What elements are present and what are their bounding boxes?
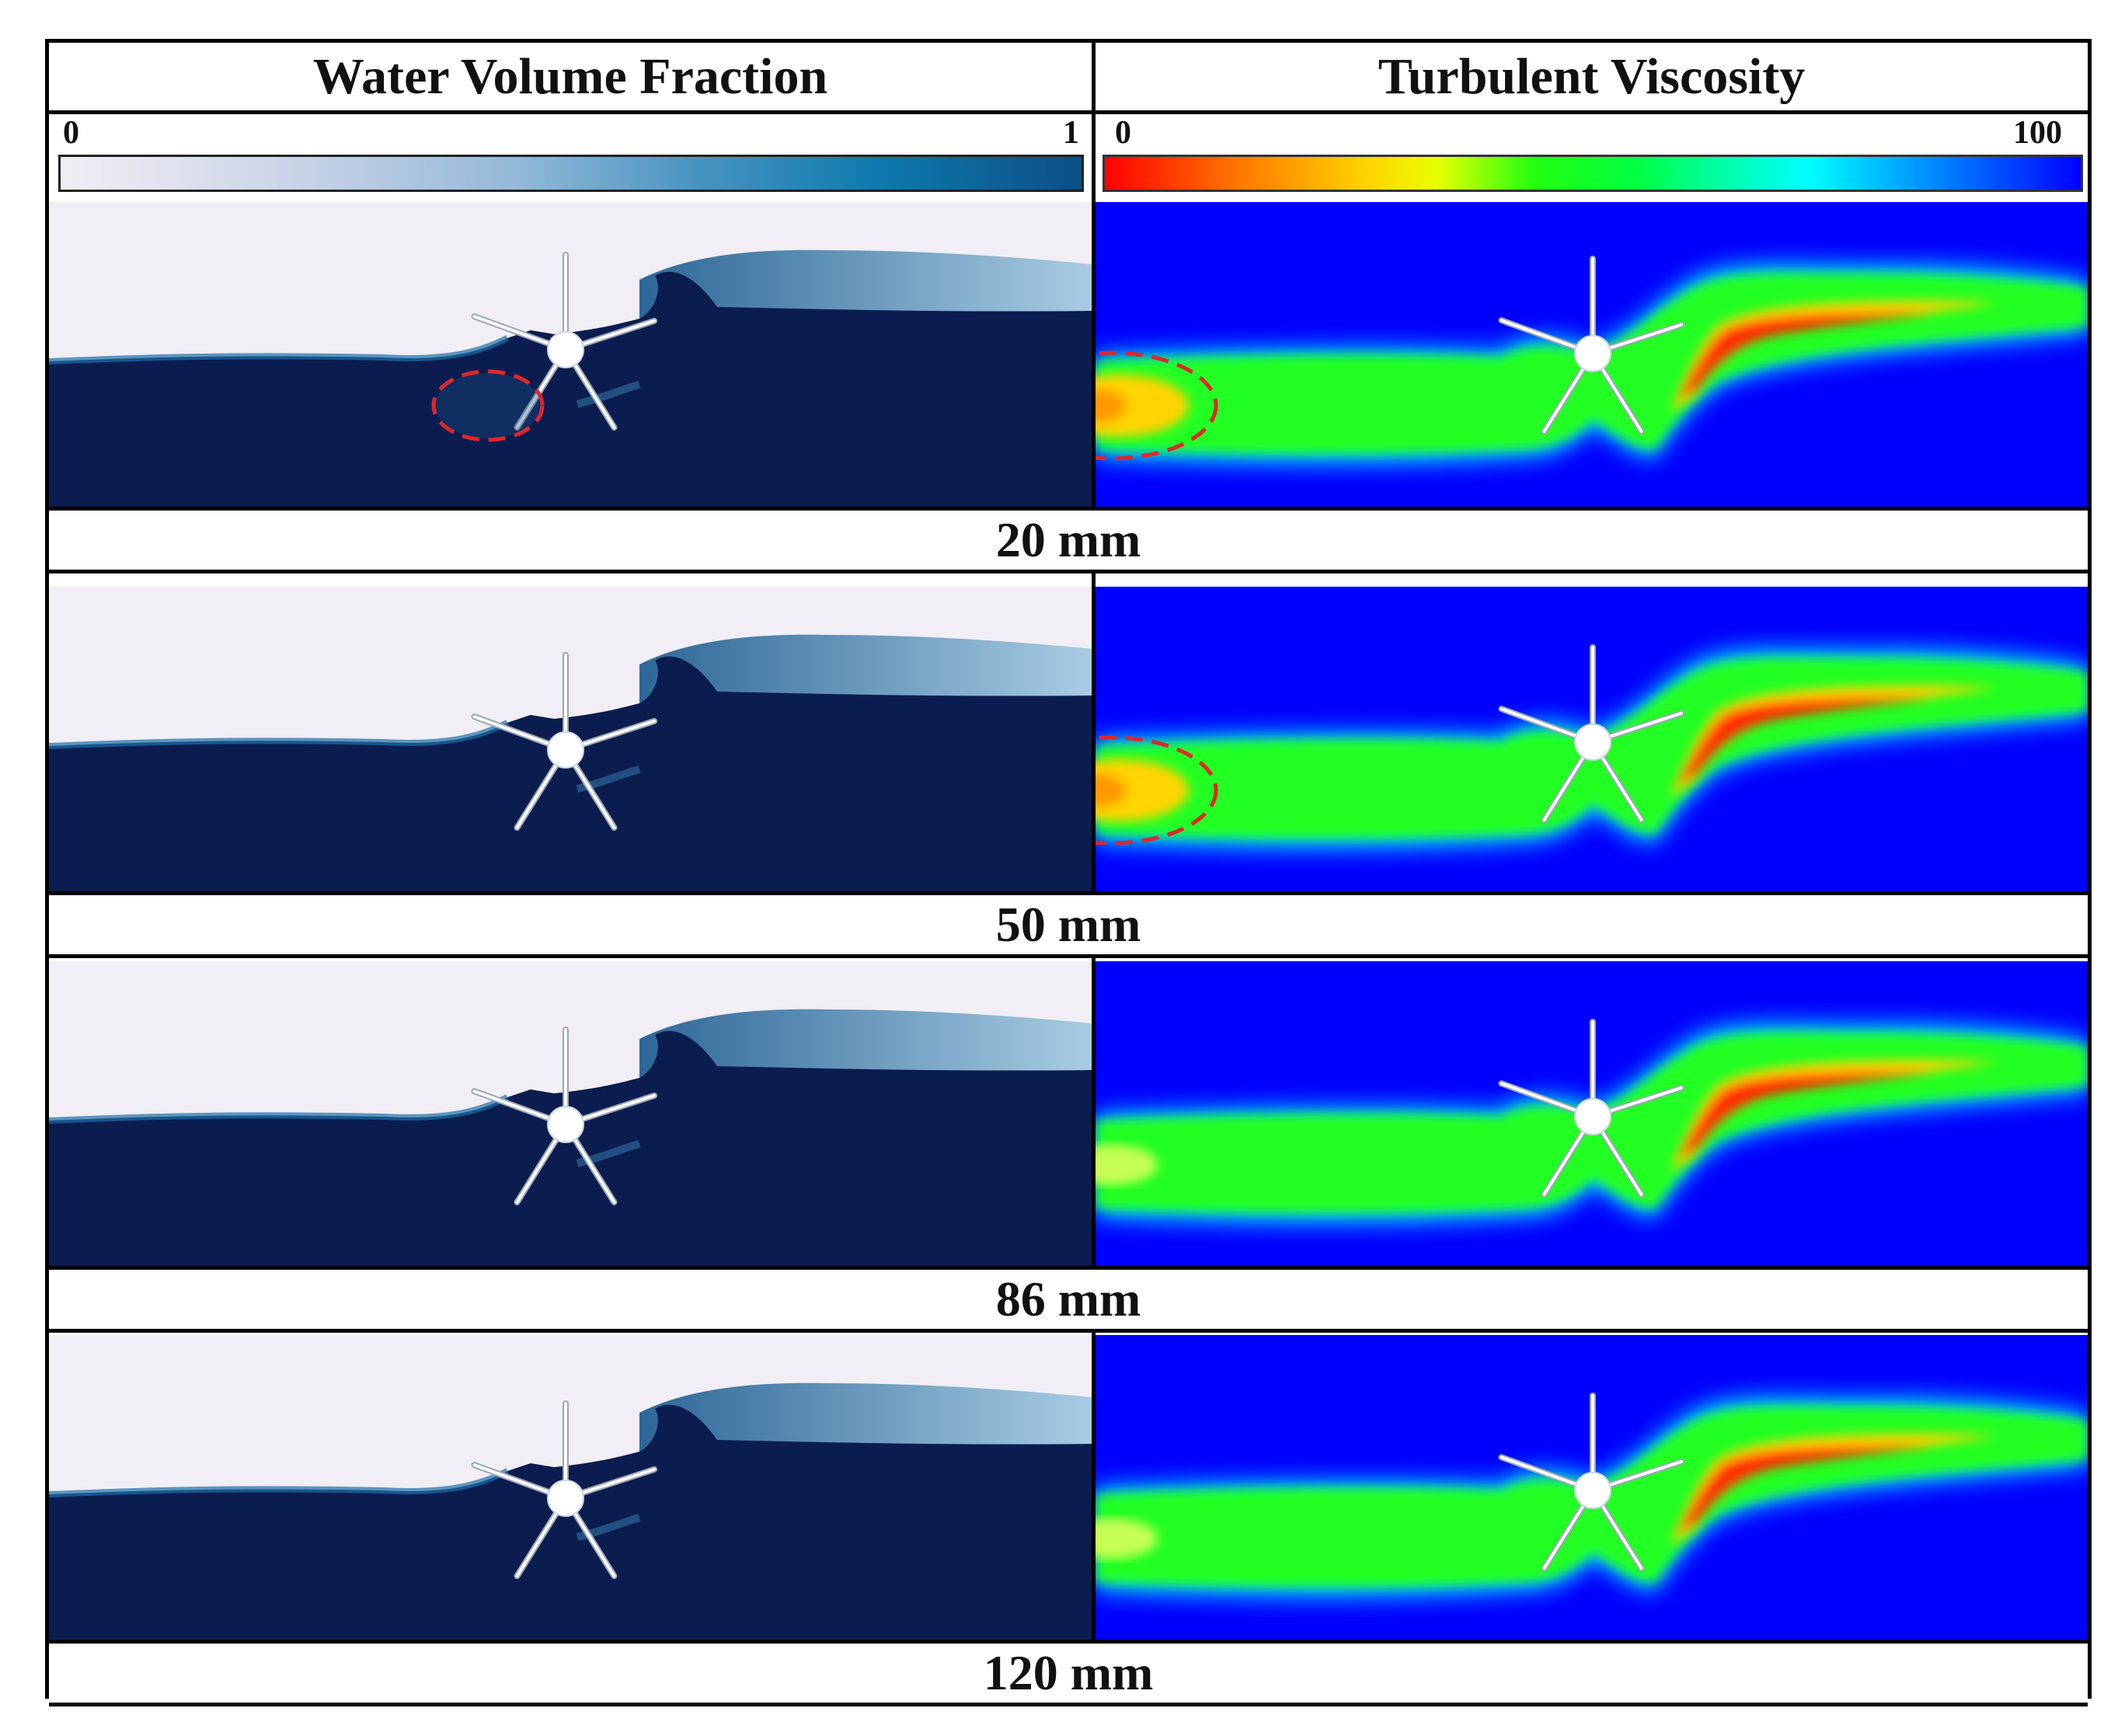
distance-label: 86 mm xyxy=(49,1266,2088,1333)
turbulent-colorbar xyxy=(1103,155,2083,192)
column-header-row: Water Volume Fraction Turbulent Viscosit… xyxy=(49,43,2088,114)
turbulent-viscosity-panel xyxy=(1096,587,2088,891)
panel-row xyxy=(49,202,2088,507)
water-colorbar xyxy=(58,155,1084,192)
turbulent-viscosity-panel xyxy=(1096,202,2088,507)
turbulent-viscosity-panel xyxy=(1096,961,2088,1266)
panel-row xyxy=(49,587,2088,891)
distance-label: 20 mm xyxy=(49,507,2088,573)
distance-label: 50 mm xyxy=(49,891,2088,958)
colorbar-row: 0 1 0 100 xyxy=(49,114,2088,198)
water-volume-fraction-panel xyxy=(49,587,1092,891)
panel-row xyxy=(49,961,2088,1266)
turbulent-colorbar-max: 100 xyxy=(2013,115,2062,151)
water-volume-fraction-title: Water Volume Fraction xyxy=(312,48,828,105)
figure-grid: Water Volume Fraction Turbulent Viscosit… xyxy=(45,39,2092,1706)
water-volume-fraction-panel xyxy=(49,961,1092,1266)
turbulent-colorbar-min: 0 xyxy=(1115,115,1131,151)
turbulent-viscosity-panel xyxy=(1096,1335,2088,1640)
water-volume-fraction-panel xyxy=(49,202,1092,507)
water-volume-fraction-panel xyxy=(49,1335,1092,1640)
turbulent-viscosity-title: Turbulent Viscosity xyxy=(1378,48,1806,105)
water-colorbar-min: 0 xyxy=(63,115,79,151)
panel-row xyxy=(49,1335,2088,1640)
water-colorbar-max: 1 xyxy=(1063,115,1079,151)
column-divider xyxy=(1092,43,1096,1695)
distance-label: 120 mm xyxy=(49,1640,2088,1706)
